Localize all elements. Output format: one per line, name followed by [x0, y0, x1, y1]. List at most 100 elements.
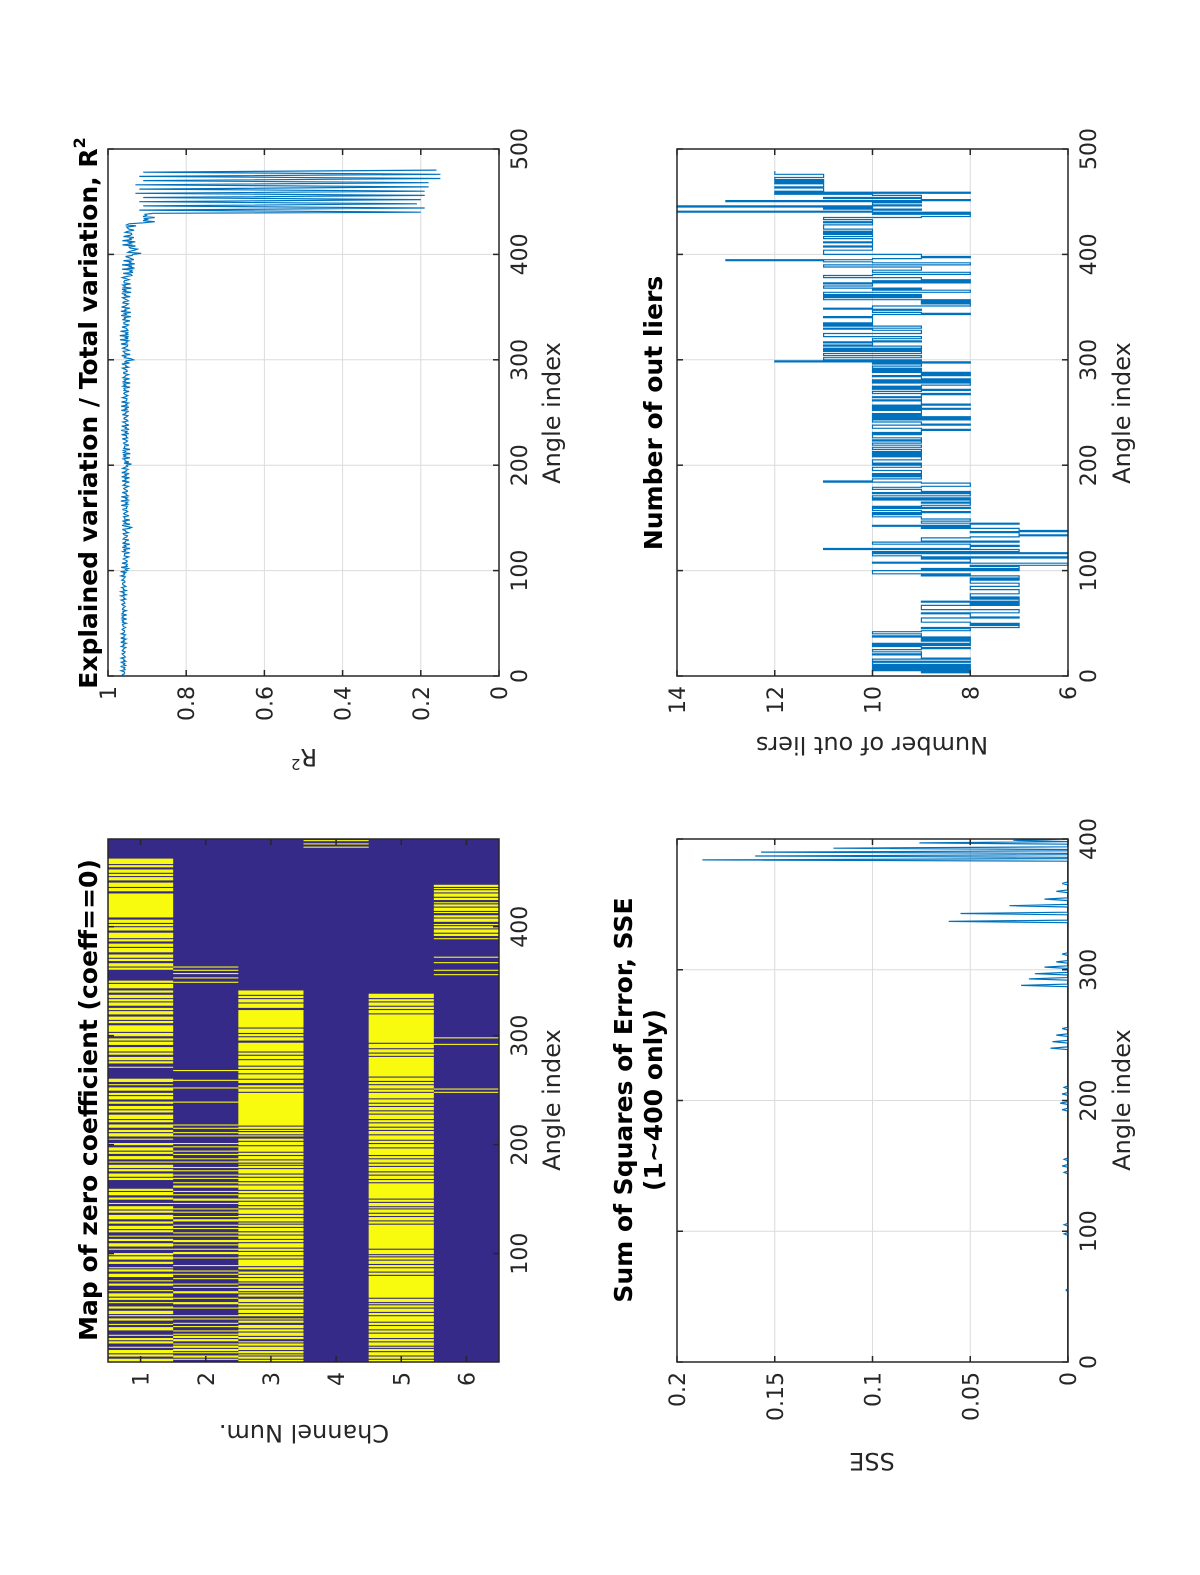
heatmap-cell-zero: [238, 1341, 304, 1343]
heatmap-cell-zero: [238, 1278, 304, 1282]
heatmap-cell-zero: [108, 1007, 174, 1011]
heatmap-cell-zero: [238, 1251, 304, 1256]
y-tick-label: 0.05: [959, 1372, 984, 1421]
heatmap-cell-zero: [238, 1010, 304, 1028]
heatmap-cell-zero: [368, 1255, 434, 1257]
heatmap-cell-zero: [368, 1260, 434, 1264]
heatmap-cell-zero: [173, 1265, 239, 1267]
heatmap-cell-zero: [173, 1339, 239, 1342]
heatmap-cell-zero: [238, 995, 304, 999]
heatmap-cell-zero: [238, 1079, 304, 1084]
sse-title-line-2: (1~400 only): [639, 1009, 668, 1191]
heatmap-cell-zero: [173, 1166, 239, 1169]
heatmap-cell-zero: [108, 1138, 174, 1140]
y-tick-label: 12: [764, 686, 789, 714]
heatmap-cell-zero: [238, 1329, 304, 1332]
heatmap-cell-zero: [368, 1099, 434, 1103]
heatmap-cell-zero: [368, 1308, 434, 1312]
y-tick-label: 0.2: [410, 686, 435, 721]
heatmap-cell-zero: [108, 1101, 174, 1104]
heatmap-cell-zero: [433, 1088, 500, 1090]
outliers-title: Number of out liers: [639, 276, 668, 550]
heatmap-cell-zero: [108, 1061, 174, 1064]
heatmap-cell-zero: [433, 915, 500, 918]
y-tick-label: 4: [325, 1372, 350, 1386]
heatmap-cell-zero: [108, 1133, 174, 1137]
heatmap-cell-zero: [368, 1114, 434, 1120]
x-tick-label: 0: [508, 669, 533, 683]
heatmap-cell-zero: [108, 1306, 174, 1309]
heatmap-cell-zero: [433, 1043, 500, 1045]
heatmap-cell-zero: [108, 1293, 174, 1297]
heatmap-cell-zero: [238, 1285, 304, 1288]
r-squared-axes-box: [107, 148, 500, 677]
heatmap-cell-zero: [238, 1206, 304, 1209]
heatmap-cell-zero: [368, 1257, 434, 1260]
heatmap-cell-zero: [108, 1248, 174, 1250]
heatmap-cell-zero: [108, 873, 174, 877]
r-squared-y-label-superscript: 2: [291, 755, 301, 773]
heatmap-cell-zero: [108, 1214, 174, 1220]
heatmap-cell-zero: [238, 1267, 304, 1270]
heatmap-cell-zero: [108, 888, 174, 892]
x-tick-label: 400: [508, 906, 533, 948]
heatmap-cell-zero: [238, 1256, 304, 1259]
heatmap-cell-zero: [108, 877, 174, 881]
heatmap-cell-zero: [368, 1103, 434, 1106]
heatmap-cell-zero: [173, 1315, 239, 1317]
heatmap-cell-zero: [108, 963, 174, 967]
heatmap-cell-zero: [238, 1232, 304, 1235]
heatmap-panel: Map of zero coefficient (coeff==0) 100 20…: [74, 838, 566, 1447]
heatmap-cell-zero: [238, 1034, 304, 1037]
heatmap-cell-zero: [238, 1165, 304, 1169]
heatmap-cell-zero: [108, 1267, 174, 1269]
heatmap-cell-zero: [108, 1297, 174, 1300]
heatmap-cell-zero: [238, 1218, 304, 1222]
sse-y-ticks: 0 0.05 0.1 0.15 0.2: [666, 839, 1082, 1421]
heatmap-cell-zero: [173, 1251, 239, 1255]
heatmap-cell-zero: [368, 999, 434, 1002]
heatmap-cell-zero: [368, 1303, 434, 1305]
heatmap-cell-zero: [238, 1160, 304, 1163]
x-tick-label: 100: [508, 1233, 533, 1275]
heatmap-cell-zero: [238, 1298, 304, 1303]
heatmap-cell-zero: [368, 993, 434, 999]
heatmap-cell-zero: [108, 954, 174, 958]
heatmap-cell-zero: [108, 1002, 174, 1006]
heatmap-cell-zero: [238, 1129, 304, 1132]
heatmap-cell-zero: [108, 947, 174, 953]
heatmap-cell-zero: [368, 1123, 434, 1127]
heatmap-cell-zero: [173, 1283, 239, 1285]
heatmap-cell-zero: [368, 1081, 434, 1085]
heatmap-cell-zero: [108, 927, 174, 931]
heatmap-cell-zero: [108, 1283, 174, 1286]
heatmap-cell-zero: [108, 919, 174, 923]
heatmap-cell-zero: [108, 1273, 174, 1278]
heatmap-cell-zero: [238, 1037, 304, 1041]
heatmap-cell-zero: [238, 1085, 304, 1088]
heatmap-cell-zero: [173, 1135, 239, 1137]
heatmap-cell-zero: [238, 1227, 304, 1232]
heatmap-cell-zero: [173, 1235, 239, 1237]
heatmap-cell-zero: [108, 1161, 174, 1163]
r-squared-x-ticks: 0 100 200 300 400 500: [108, 128, 533, 683]
sse-panel: Sum of Squares of Error, SSE (1~400 only…: [609, 818, 1136, 1475]
heatmap-cell-zero: [173, 1069, 239, 1072]
heatmap-cell-zero: [433, 907, 500, 911]
heatmap-cell-zero: [238, 1346, 304, 1351]
heatmap-cell-zero: [108, 1105, 174, 1110]
y-tick-label: 3: [260, 1372, 285, 1386]
x-tick-label: 200: [508, 1124, 533, 1166]
heatmap-cell-zero: [108, 1315, 174, 1317]
heatmap-cell-zero: [108, 1092, 174, 1096]
heatmap-cell-zero: [173, 1286, 239, 1288]
heatmap-cell-zero: [173, 1345, 239, 1348]
heatmap-cell-zero: [238, 1042, 304, 1052]
heatmap-cell-zero: [368, 1272, 434, 1275]
heatmap-cell-zero: [173, 1257, 239, 1259]
heatmap-cell-zero: [173, 1248, 239, 1250]
sse-title-line-1: Sum of Squares of Error, SSE: [609, 897, 638, 1302]
heatmap-cell-zero: [173, 1318, 239, 1320]
y-tick-label: 1: [130, 1372, 155, 1386]
heatmap-cell-zero: [108, 1221, 174, 1224]
